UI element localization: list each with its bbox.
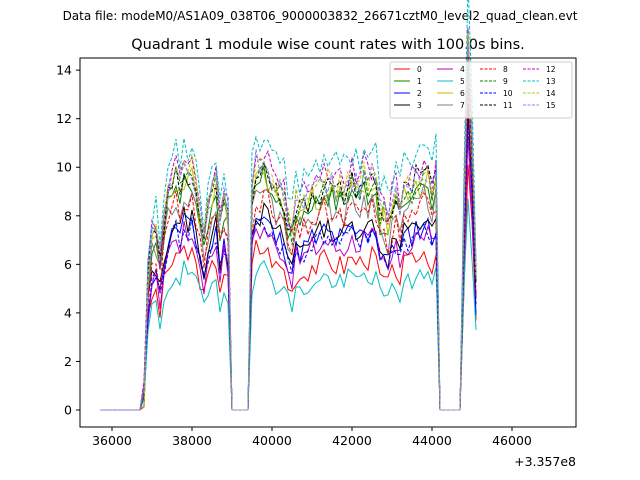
legend-label-14: 14	[546, 89, 556, 98]
y-tick-label: 8	[64, 208, 72, 223]
legend-label-9: 9	[503, 77, 508, 86]
legend-label-10: 10	[503, 89, 513, 98]
legend-label-5: 5	[460, 77, 465, 86]
series-line-15	[100, 43, 477, 411]
x-tick-label: 36000	[92, 433, 132, 448]
y-tick-label: 2	[64, 354, 72, 369]
series-line-4	[100, 135, 477, 411]
y-tick-label: 10	[56, 160, 72, 175]
y-tick-label: 0	[64, 403, 72, 418]
chart-suptitle: Data file: modeM0/AS1A09_038T06_90000038…	[63, 9, 578, 23]
x-tick-label: 38000	[172, 433, 212, 448]
chart-title: Quadrant 1 module wise count rates with …	[131, 37, 525, 53]
legend-label-3: 3	[417, 101, 422, 110]
x-axis: 36000 38000 40000 42000 44000 46000	[92, 427, 532, 448]
legend-label-12: 12	[546, 65, 556, 74]
x-tick-label: 40000	[252, 433, 292, 448]
series-line-10	[100, 121, 477, 411]
legend-label-13: 13	[546, 77, 556, 86]
series-line-8	[100, 88, 477, 411]
series-layer	[100, 0, 477, 411]
legend-label-4: 4	[460, 65, 465, 74]
x-tick-label: 44000	[412, 433, 452, 448]
series-line-7	[100, 72, 477, 411]
x-tick-label: 42000	[332, 433, 372, 448]
legend-label-7: 7	[460, 101, 465, 110]
series-line-13	[100, 0, 477, 411]
legend-label-15: 15	[546, 101, 556, 110]
y-tick-label: 14	[56, 63, 72, 78]
x-tick-label: 46000	[492, 433, 532, 448]
legend-label-8: 8	[503, 65, 508, 74]
y-tick-label: 4	[64, 305, 72, 320]
series-line-12	[100, 27, 477, 411]
series-line-11	[100, 40, 477, 411]
series-line-1	[100, 64, 477, 411]
legend-frame	[389, 61, 573, 119]
legend-label-11: 11	[503, 101, 513, 110]
legend-label-6: 6	[460, 89, 465, 98]
legend-label-0: 0	[417, 65, 422, 74]
series-line-2	[100, 109, 477, 411]
legend-label-2: 2	[417, 89, 422, 98]
x-offset-label: +3.357e8	[514, 454, 576, 469]
plot-frame	[79, 57, 577, 428]
legend-label-1: 1	[417, 77, 422, 86]
y-tick-label: 12	[56, 111, 72, 126]
series-line-5	[100, 198, 477, 411]
y-tick-label: 6	[64, 257, 72, 272]
y-axis: 0 2 4 6 8 10 12 14	[56, 63, 80, 418]
